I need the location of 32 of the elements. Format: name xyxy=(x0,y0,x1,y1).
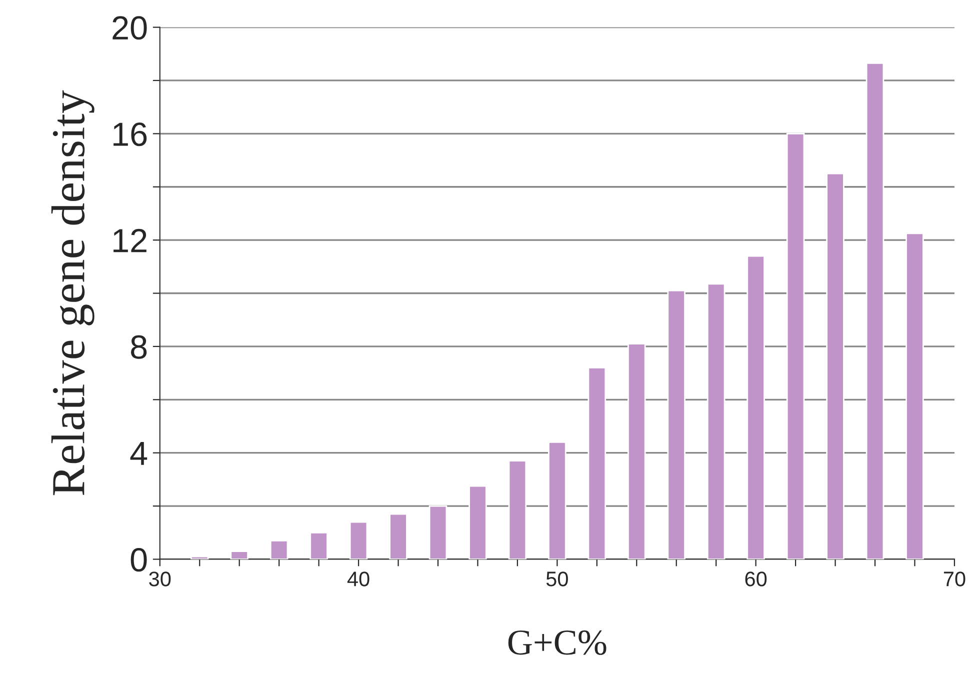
bar xyxy=(468,485,487,560)
bar xyxy=(230,550,248,560)
y-tick-label: 16 xyxy=(114,122,147,146)
x-tick-label: 40 xyxy=(347,572,370,586)
x-tick-label: 30 xyxy=(149,572,171,586)
x-tick-label: 50 xyxy=(546,572,568,586)
bar xyxy=(428,505,448,560)
bar xyxy=(310,532,328,560)
bar xyxy=(746,255,765,560)
bar xyxy=(389,513,408,560)
bar xyxy=(866,62,884,560)
x-tick-label: 70 xyxy=(944,572,966,586)
x-tick-label: 60 xyxy=(745,572,767,586)
y-tick-label: 4 xyxy=(130,442,148,465)
bar xyxy=(627,343,646,560)
bar xyxy=(706,283,726,560)
bar xyxy=(190,556,209,560)
bar xyxy=(826,172,844,560)
x-axis-title: G+C% xyxy=(508,630,606,655)
y-axis-title: Relative gene density xyxy=(51,90,94,496)
bar xyxy=(548,442,566,560)
bar xyxy=(349,521,368,560)
y-tick-label: 12 xyxy=(114,228,146,252)
bar xyxy=(667,290,686,560)
y-tick-label: 0 xyxy=(130,548,147,572)
bar xyxy=(508,460,527,560)
bar xyxy=(270,540,288,560)
bar xyxy=(906,232,924,560)
bar xyxy=(786,132,805,560)
y-tick-label: 20 xyxy=(112,16,147,40)
y-tick-label: 8 xyxy=(130,335,147,359)
bar xyxy=(588,367,606,560)
